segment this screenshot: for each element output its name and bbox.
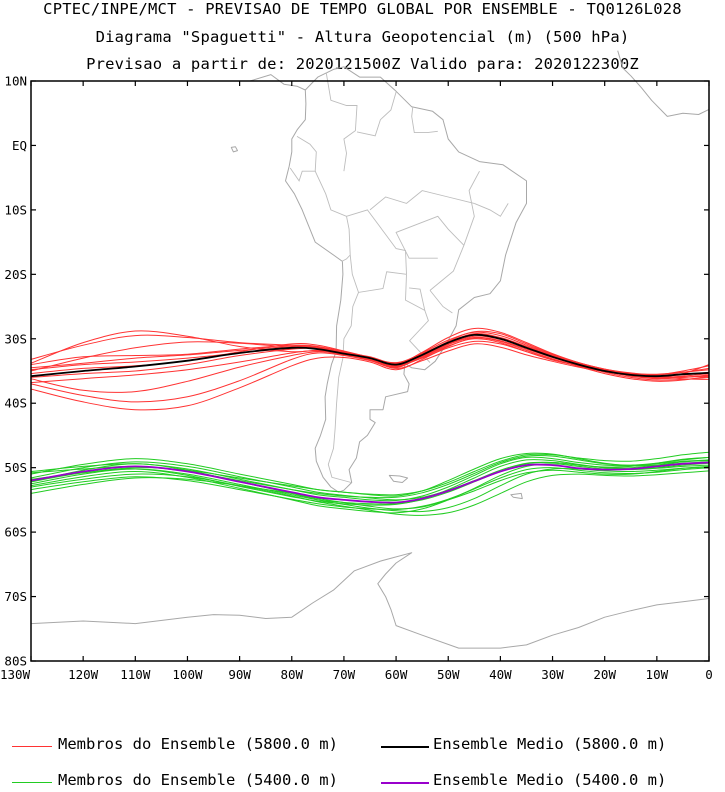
red-member-line [30,335,710,384]
x-tick-label: 110W [120,667,151,682]
x-tick-label: 120W [68,667,99,682]
green-member-line [30,451,710,496]
africa-coast [617,50,710,117]
legend-green-swatch [12,782,52,783]
country-border [314,171,351,262]
y-tick-label: 40S [4,396,27,411]
legend-black-label: Ensemble Medio (5800.0 m) [433,735,667,753]
country-border [346,209,407,275]
legend-green-label: Membros do Ensemble (5400.0 m) [58,771,338,789]
x-tick-label: 30W [541,667,564,682]
black-mean-line [30,333,710,378]
legend-red-swatch [12,746,52,747]
y-tick-label: 20S [4,267,27,282]
y-tick-label: 50S [4,460,27,475]
antarctica-coast [30,552,710,649]
country-border [411,106,438,134]
y-tick-label: 10N [4,74,27,89]
central-america-coast [249,74,306,91]
x-tick-label: 0 [705,667,713,682]
country-border [405,274,426,312]
y-tick-label: 10S [4,202,27,217]
x-tick-label: 80W [280,667,303,682]
galapagos-islands [230,146,238,153]
south-america-coast [285,66,527,493]
x-tick-label: 50W [437,667,460,682]
chart-title-line-1: CPTEC/INPE/MCT - PREVISAO DE TEMPO GLOBA… [43,0,682,18]
country-border [289,136,317,182]
y-tick-label: EQ [12,138,27,153]
x-tick-label: 100W [172,667,203,682]
green-member-line [30,467,710,511]
legend-black-swatch [381,746,429,748]
country-border [325,72,358,172]
plot-frame [30,80,710,662]
falkland-islands [388,474,409,483]
legend-red-label: Membros do Ensemble (5800.0 m) [58,735,338,753]
base-map [30,50,710,649]
chart-title-line-3: Previsao a partir de: 2020121500Z Valido… [86,55,639,73]
x-tick-label: 40W [489,667,512,682]
x-tick-label: 20W [593,667,616,682]
red-member-line [30,332,710,376]
legend-purple-label: Ensemble Medio (5400.0 m) [433,771,667,789]
y-tick-label: 70S [4,589,27,604]
country-border [369,190,475,211]
country-border [395,215,465,259]
y-tick-label: 80S [4,654,27,669]
y-tick-label: 30S [4,331,27,346]
red-member-line [30,327,710,376]
x-tick-label: 10W [646,667,669,682]
country-border [349,254,407,293]
x-tick-label: 60W [385,667,408,682]
axes: 130W 120W 110W 100W 90W 80W 70W 60W 50W 40W 30W 20W… [0,74,713,683]
country-border [356,91,397,137]
series-lines [30,327,710,516]
x-tick-label: 130W [0,667,31,682]
country-border [429,170,480,291]
legend-purple-swatch [381,782,429,784]
chart-title-line-2: Diagrama "Spaguetti" - Altura Geopotenci… [95,28,630,46]
green-member-line [30,460,710,505]
country-border [429,290,453,314]
x-tick-label: 70W [333,667,356,682]
purple-mean-line [30,461,710,504]
south-georgia-island [510,492,523,500]
red-member-line [30,337,710,411]
country-border [327,292,359,483]
y-tick-label: 60S [4,525,27,540]
country-border [408,310,431,363]
x-tick-label: 90W [228,667,251,682]
country-border [474,202,509,217]
green-member-line [30,465,710,510]
